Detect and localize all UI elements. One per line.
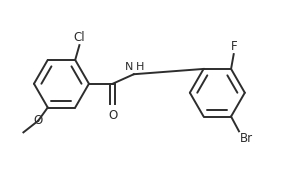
Text: O: O [33,114,42,127]
Text: H: H [135,62,144,72]
Text: N: N [125,62,133,72]
Text: Cl: Cl [74,31,85,44]
Text: F: F [230,40,237,53]
Text: Br: Br [240,132,253,145]
Text: O: O [108,109,117,122]
